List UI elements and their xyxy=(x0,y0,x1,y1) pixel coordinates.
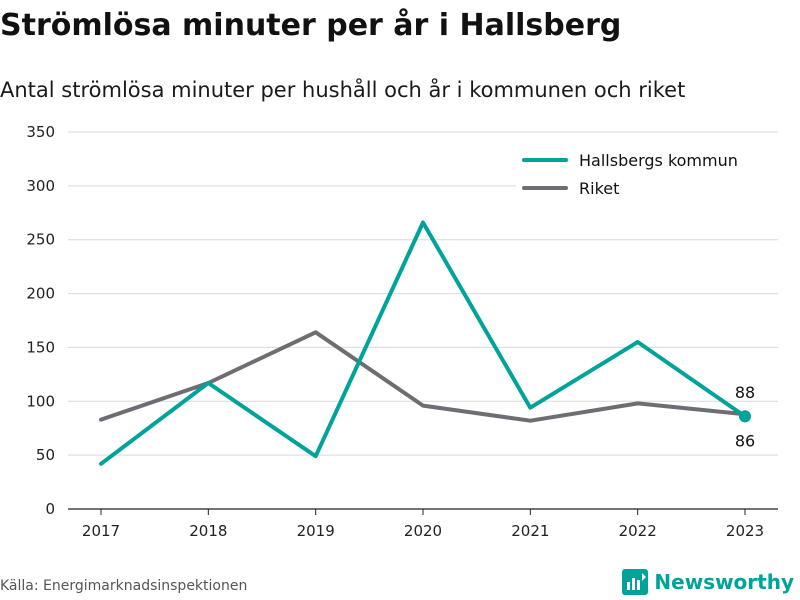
brand: Newsworthy xyxy=(622,569,794,595)
x-tick-label: 2023 xyxy=(726,522,764,540)
chart-title: Strömlösa minuter per år i Hallsberg xyxy=(0,8,622,43)
series-lines xyxy=(99,220,751,466)
endpoint-marker-hallsberg xyxy=(739,410,751,423)
y-tick-label: 300 xyxy=(26,177,55,195)
data-label: 86 xyxy=(735,431,755,450)
legend: Hallsbergs kommun Riket xyxy=(516,146,778,200)
x-tick-label: 2021 xyxy=(511,522,549,540)
y-tick-label: 150 xyxy=(26,338,55,356)
source-note: Källa: Energimarknadsinspektionen xyxy=(0,578,248,594)
brand-name: Newsworthy xyxy=(654,570,794,594)
legend-label: Riket xyxy=(579,179,619,198)
chart-subtitle: Antal strömlösa minuter per hushåll och … xyxy=(0,78,686,102)
x-tick-label: 2018 xyxy=(189,522,227,540)
data-label: 88 xyxy=(735,383,755,402)
series-line-hallsberg xyxy=(99,220,747,466)
newsworthy-logo-icon xyxy=(622,569,649,595)
y-tick-label: 350 xyxy=(26,123,55,141)
y-tick-label: 200 xyxy=(26,285,55,303)
data-labels: 88 86 xyxy=(735,383,755,450)
y-tick-label: 100 xyxy=(26,392,55,410)
y-tick-label: 250 xyxy=(26,231,55,249)
axes: 0 50 100 150 200 250 300 350 2017 2018 2019 2020 202… xyxy=(26,123,778,540)
legend-label: Hallsbergs kommun xyxy=(579,151,738,170)
y-tick-label: 50 xyxy=(36,446,55,464)
x-tick-label: 2020 xyxy=(404,522,442,540)
y-tick-label: 0 xyxy=(45,500,55,518)
x-tick-label: 2022 xyxy=(619,522,657,540)
series-line-riket xyxy=(99,330,747,423)
x-tick-label: 2019 xyxy=(297,522,335,540)
x-tick-label: 2017 xyxy=(82,522,120,540)
